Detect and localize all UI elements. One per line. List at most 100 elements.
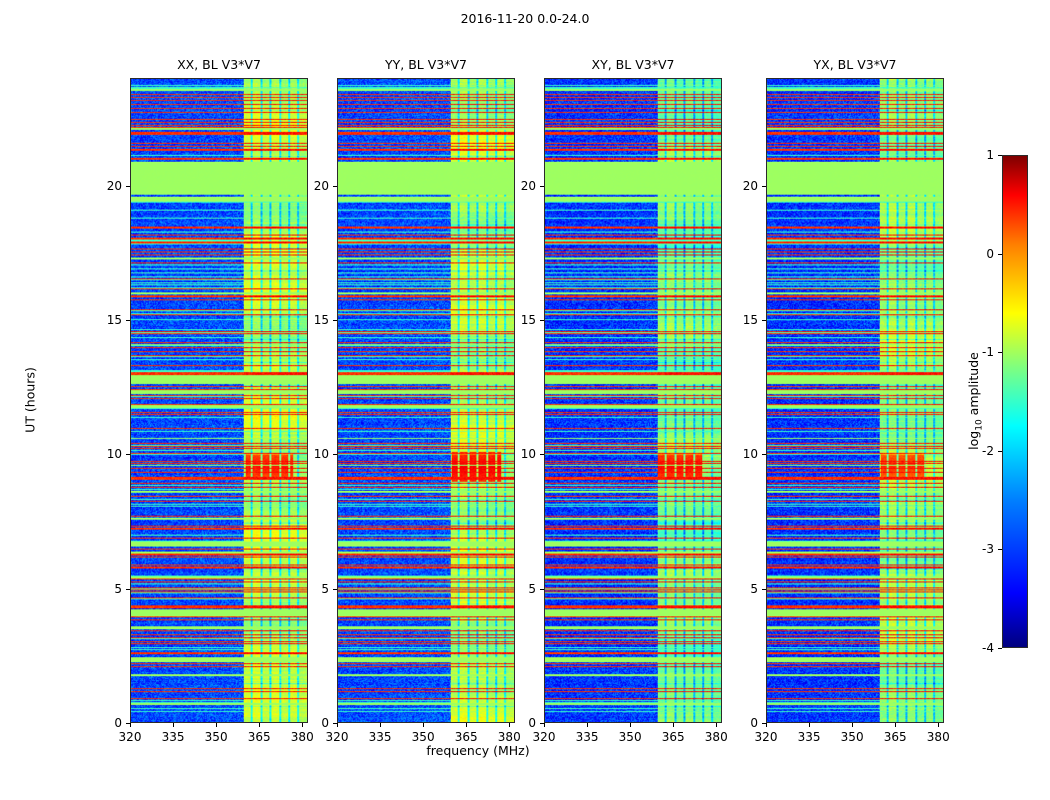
y-tick-label: 0 [114, 716, 122, 730]
y-tick-label: 0 [528, 716, 536, 730]
y-tick-label: 20 [742, 178, 758, 193]
x-tick-label: 365 [454, 730, 478, 744]
y-tick-mark [333, 723, 337, 724]
y-tick-label: 10 [742, 447, 758, 462]
y-tick-mark [762, 723, 766, 724]
y-tick-label: 15 [106, 312, 122, 327]
y-tick-label: 5 [321, 581, 329, 596]
y-tick-mark [540, 319, 544, 321]
colorbar-tick-mark [998, 549, 1002, 551]
colorbar-tick-label: 0 [986, 246, 994, 261]
y-tick-label: 10 [520, 447, 536, 462]
x-tick-mark [852, 723, 854, 727]
x-tick-label: 335 [161, 730, 185, 744]
y-tick-label: 20 [313, 178, 329, 193]
waterfall-panel-yy[interactable] [337, 78, 515, 723]
x-tick-mark [380, 723, 382, 727]
y-tick-label: 15 [313, 312, 329, 327]
colorbar-label-suffix: amplitude [965, 352, 981, 420]
panel-title-yy: YY, BL V3*V7 [385, 57, 467, 72]
x-tick-mark [809, 723, 811, 727]
x-tick-label: 335 [368, 730, 392, 744]
y-tick-label: 0 [321, 716, 329, 730]
y-tick-mark [540, 588, 544, 590]
x-tick-label: 380 [704, 730, 728, 744]
x-tick-mark [716, 723, 718, 727]
y-tick-mark [126, 454, 130, 456]
x-tick-mark [259, 723, 261, 727]
y-tick-label: 20 [520, 178, 536, 193]
x-tick-label: 350 [204, 730, 228, 744]
colorbar-tick-label: -4 [982, 641, 994, 655]
x-tick-label: 335 [797, 730, 821, 744]
y-tick-mark [126, 185, 130, 187]
y-tick-mark [762, 588, 766, 590]
x-tick-mark [630, 723, 632, 727]
y-tick-label: 10 [106, 447, 122, 462]
colorbar-label: log10 amplitude [966, 352, 985, 450]
y-axis-label: UT (hours) [22, 367, 38, 433]
x-tick-mark [766, 723, 767, 727]
panel-title-xx: XX, BL V3*V7 [177, 57, 261, 72]
y-tick-mark [333, 588, 337, 590]
colorbar-tick-mark [998, 253, 1002, 255]
x-tick-mark [130, 723, 131, 727]
x-tick-label: 320 [754, 730, 778, 744]
y-tick-label: 15 [520, 312, 536, 327]
y-tick-label: 0 [750, 716, 758, 730]
y-tick-mark [126, 319, 130, 321]
y-tick-label: 15 [742, 312, 758, 327]
x-tick-label: 365 [661, 730, 685, 744]
colorbar [1002, 155, 1028, 648]
x-tick-label: 350 [840, 730, 864, 744]
figure-suptitle: 2016-11-20 0.0-24.0 [460, 11, 590, 26]
waterfall-panel-xy[interactable] [544, 78, 722, 723]
colorbar-tick-label: -1 [982, 345, 994, 360]
x-tick-mark [938, 723, 940, 727]
panel-title-yx: YX, BL V3*V7 [813, 57, 897, 72]
y-tick-mark [126, 588, 130, 590]
x-tick-label: 320 [325, 730, 349, 744]
x-tick-label: 320 [118, 730, 142, 744]
waterfall-image-yy [338, 79, 514, 722]
colorbar-tick-mark [998, 155, 1002, 156]
x-tick-label: 335 [575, 730, 599, 744]
waterfall-image-xx [131, 79, 307, 722]
colorbar-tick-mark [998, 352, 1002, 354]
x-tick-mark [216, 723, 218, 727]
x-tick-label: 365 [247, 730, 271, 744]
y-tick-mark [540, 185, 544, 187]
x-tick-mark [895, 723, 897, 727]
y-tick-label: 5 [750, 581, 758, 596]
y-tick-mark [540, 723, 544, 724]
y-tick-mark [762, 185, 766, 187]
x-axis-label: frequency (MHz) [0, 743, 1050, 758]
x-tick-mark [544, 723, 545, 727]
x-tick-label: 380 [497, 730, 521, 744]
x-axis-label-text: frequency (MHz) [426, 743, 530, 758]
y-tick-mark [333, 454, 337, 456]
waterfall-panel-xx[interactable] [130, 78, 308, 723]
x-tick-mark [302, 723, 304, 727]
y-tick-mark [762, 319, 766, 321]
waterfall-image-xy [545, 79, 721, 722]
colorbar-tick-label: -3 [982, 542, 994, 557]
x-tick-label: 380 [290, 730, 314, 744]
y-tick-mark [333, 185, 337, 187]
colorbar-tick-mark [998, 450, 1002, 452]
y-tick-label: 20 [106, 178, 122, 193]
y-tick-mark [126, 723, 130, 724]
x-tick-label: 320 [532, 730, 556, 744]
x-tick-label: 350 [618, 730, 642, 744]
y-tick-mark [540, 454, 544, 456]
colorbar-label-sub: 10 [974, 419, 985, 431]
waterfall-panel-yx[interactable] [766, 78, 944, 723]
x-tick-mark [337, 723, 338, 727]
y-tick-label: 5 [114, 581, 122, 596]
x-tick-mark [466, 723, 468, 727]
x-tick-mark [173, 723, 175, 727]
x-tick-mark [587, 723, 589, 727]
x-tick-label: 380 [926, 730, 950, 744]
y-tick-mark [333, 319, 337, 321]
